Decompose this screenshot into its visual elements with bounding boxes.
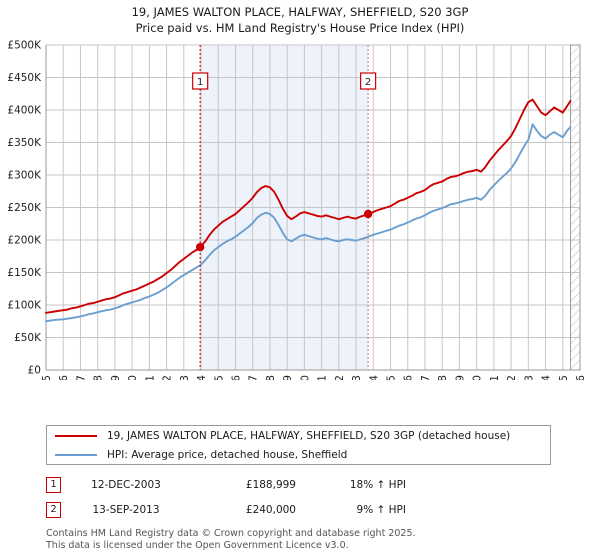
- svg-text:£250K: £250K: [7, 202, 42, 214]
- svg-text:2002: 2002: [162, 375, 174, 380]
- future-period-hatching: [570, 44, 581, 371]
- footer-line-copyright: Contains HM Land Registry data © Crown c…: [46, 528, 416, 539]
- svg-text:2016: 2016: [403, 375, 415, 380]
- svg-text:£100K: £100K: [7, 300, 42, 312]
- svg-text:£200K: £200K: [7, 235, 42, 247]
- svg-text:2014: 2014: [368, 375, 380, 380]
- sale-hpi-delta-2: 9% ↑ HPI: [356, 503, 406, 516]
- svg-text:£50K: £50K: [14, 332, 42, 344]
- svg-text:2001: 2001: [144, 375, 156, 380]
- svg-text:2006: 2006: [230, 375, 242, 380]
- svg-text:2018: 2018: [437, 375, 449, 380]
- sale-index-badge-1: 1: [46, 476, 61, 493]
- svg-text:2007: 2007: [248, 375, 260, 380]
- svg-text:2013: 2013: [351, 375, 363, 380]
- svg-text:2003: 2003: [179, 375, 191, 380]
- svg-text:2020: 2020: [472, 375, 484, 380]
- svg-text:2021: 2021: [489, 375, 501, 380]
- sale-point-markers: [195, 209, 373, 252]
- svg-text:2004: 2004: [196, 375, 208, 380]
- svg-text:1996: 1996: [58, 375, 70, 380]
- sale-price-2: £240,000: [245, 503, 296, 516]
- svg-text:1995: 1995: [41, 375, 53, 380]
- legend-label-price-paid: 19, JAMES WALTON PLACE, HALFWAY, SHEFFIE…: [107, 429, 511, 442]
- sale-index-badge-2: 2: [46, 501, 61, 518]
- svg-text:1999: 1999: [110, 375, 122, 380]
- svg-text:2026: 2026: [575, 375, 587, 380]
- title-line-secondary: Price paid vs. HM Land Registry's House …: [135, 21, 465, 35]
- sale-date-2: 13-SEP-2013: [92, 503, 160, 516]
- svg-text:£500K: £500K: [7, 40, 42, 52]
- svg-text:2024: 2024: [541, 375, 553, 380]
- svg-text:2015: 2015: [386, 375, 398, 380]
- svg-text:£400K: £400K: [7, 105, 42, 117]
- svg-text:2023: 2023: [523, 375, 535, 380]
- svg-text:2011: 2011: [317, 375, 329, 380]
- svg-text:2008: 2008: [265, 375, 277, 380]
- svg-text:2: 2: [365, 77, 371, 88]
- page-title: 19, JAMES WALTON PLACE, HALFWAY, SHEFFIE…: [0, 4, 600, 36]
- legend-swatch-hpi: [55, 453, 97, 456]
- y-axis-tick-labels: £0 £50K £100K £150K £200K £250K £300K £350K £400…: [7, 40, 42, 377]
- svg-text:2017: 2017: [420, 375, 432, 380]
- svg-text:2010: 2010: [299, 375, 311, 380]
- legend-item-hpi: HPI: Average price, detached house, Shef…: [47, 445, 550, 464]
- legend-item-price-paid: 19, JAMES WALTON PLACE, HALFWAY, SHEFFIE…: [47, 426, 550, 445]
- table-row: 2 13-SEP-2013 £240,000 9% ↑ HPI: [46, 497, 526, 522]
- legend-label-hpi: HPI: Average price, detached house, Shef…: [107, 448, 348, 461]
- series-lines: [45, 98, 572, 323]
- sale-price-1: £188,999: [245, 478, 296, 491]
- copyright-footer: Contains HM Land Registry data © Crown c…: [46, 528, 586, 551]
- svg-text:1997: 1997: [75, 375, 87, 380]
- svg-text:£300K: £300K: [7, 170, 42, 182]
- chart-legend: 19, JAMES WALTON PLACE, HALFWAY, SHEFFIE…: [46, 425, 551, 465]
- svg-text:£0: £0: [28, 365, 41, 377]
- sales-transactions-table: 1 12-DEC-2003 £188,999 18% ↑ HPI 2 13-SE…: [46, 472, 526, 522]
- svg-text:£150K: £150K: [7, 267, 42, 279]
- footer-line-licence: This data is licensed under the Open Gov…: [46, 539, 349, 551]
- svg-text:£450K: £450K: [7, 72, 42, 84]
- svg-text:2022: 2022: [506, 375, 518, 380]
- title-line-primary: 19, JAMES WALTON PLACE, HALFWAY, SHEFFIE…: [131, 5, 469, 19]
- svg-text:£350K: £350K: [7, 137, 42, 149]
- sale-date-1: 12-DEC-2003: [91, 478, 161, 491]
- svg-text:1998: 1998: [93, 375, 105, 380]
- table-row: 1 12-DEC-2003 £188,999 18% ↑ HPI: [46, 472, 526, 497]
- svg-text:2005: 2005: [213, 375, 225, 380]
- svg-text:2019: 2019: [454, 375, 466, 380]
- svg-text:2025: 2025: [558, 375, 570, 380]
- grid-lines: [45, 44, 581, 371]
- svg-text:2000: 2000: [127, 375, 139, 380]
- chart-svg: £0 £50K £100K £150K £200K £250K £300K £350K £400…: [7, 40, 587, 380]
- chart-plot-area: £0 £50K £100K £150K £200K £250K £300K £350K £400…: [0, 40, 600, 380]
- svg-text:1: 1: [197, 77, 203, 88]
- svg-text:2012: 2012: [334, 375, 346, 380]
- legend-swatch-price-paid: [55, 434, 97, 437]
- sale-hpi-delta-1: 18% ↑ HPI: [349, 478, 406, 491]
- x-axis-tick-labels: 1995 1996 1997 1998 1999 2000 2001 2002 2003 2004…: [41, 375, 587, 380]
- svg-text:2009: 2009: [282, 375, 294, 380]
